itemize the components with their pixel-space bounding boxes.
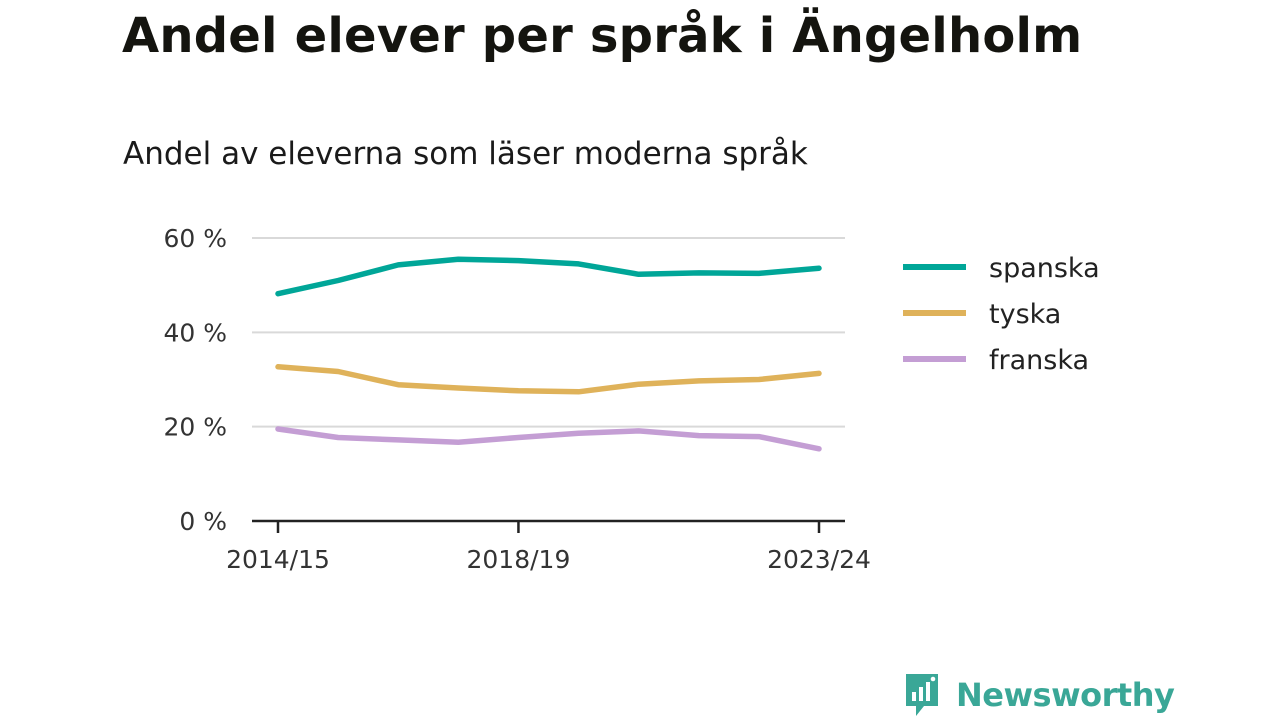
axes: 0 % 20 % 40 % 60 % 2014/15 2018/19 2023/24 bbox=[163, 224, 870, 574]
y-tick-label: 20 % bbox=[163, 413, 227, 442]
y-tick-label: 40 % bbox=[163, 318, 227, 347]
series-line-tyska bbox=[275, 364, 822, 395]
chart-title: Andel elever per språk i Ängelholm bbox=[122, 8, 1083, 64]
gridlines bbox=[252, 237, 845, 428]
legend-label-tyska: tyska bbox=[989, 299, 1061, 330]
legend-label-franska: franska bbox=[989, 345, 1089, 376]
brand-logo: Newsworthy bbox=[902, 670, 1175, 720]
series-line-spanska bbox=[275, 256, 822, 297]
legend: spanska tyska franska bbox=[903, 253, 1100, 376]
series-line-franska bbox=[275, 426, 822, 452]
y-tick-label: 0 % bbox=[179, 507, 227, 536]
brand-name: Newsworthy bbox=[956, 676, 1175, 714]
x-tick-label: 2018/19 bbox=[467, 545, 571, 574]
legend-label-spanska: spanska bbox=[989, 253, 1100, 284]
series-lines bbox=[275, 256, 822, 452]
chart-subtitle: Andel av eleverna som läser moderna språ… bbox=[123, 136, 808, 172]
x-tick-label: 2023/24 bbox=[767, 545, 871, 574]
x-tick-label: 2014/15 bbox=[226, 545, 330, 574]
y-tick-label: 60 % bbox=[163, 224, 227, 253]
newsworthy-logo-icon bbox=[906, 674, 938, 716]
